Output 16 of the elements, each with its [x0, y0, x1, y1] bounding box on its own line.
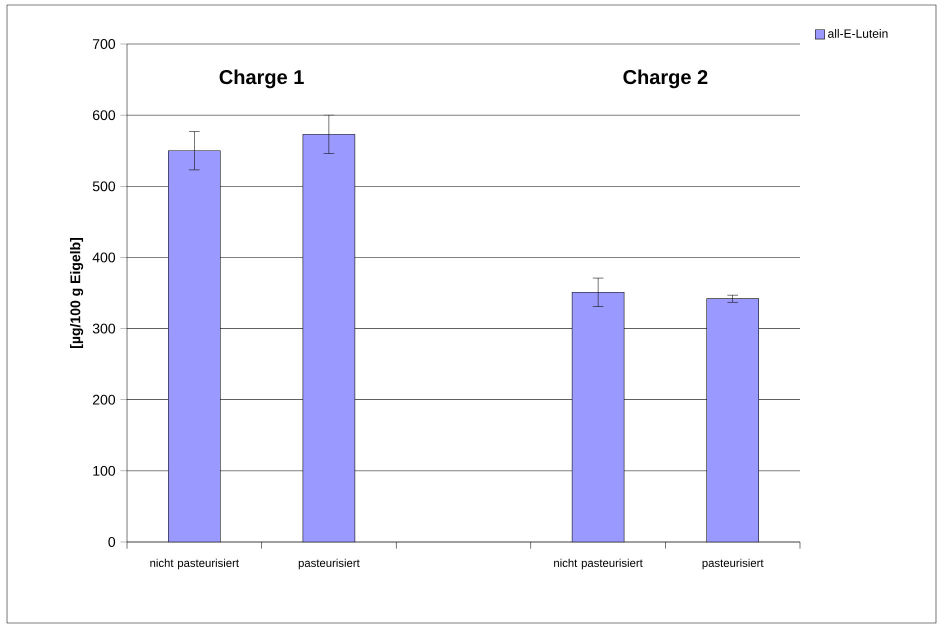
annotation: Charge 2: [623, 69, 708, 88]
y-tick-label: 400: [92, 252, 116, 262]
y-tick-label: 500: [92, 181, 116, 192]
y-tick-label: 100: [93, 466, 116, 476]
y-axis-title: [µg/100 g Eigelb]: [70, 238, 84, 348]
x-tick-label: nicht pasteurisiert: [150, 558, 239, 570]
x-tick-label: nicht pasteurisiert: [554, 558, 643, 570]
y-tick-label: 700: [92, 39, 116, 49]
legend-label: all-E-Lutein: [828, 29, 888, 38]
y-tick-label: 200: [92, 394, 116, 405]
y-tick-label: 0: [108, 537, 116, 547]
y-tick-label: 600: [92, 110, 116, 120]
x-tick-label: pasteurisiert: [298, 558, 360, 570]
x-tick-label: pasteurisiert: [702, 558, 764, 570]
annotation: Charge 1: [220, 69, 304, 88]
y-tick-label: 300: [92, 324, 116, 334]
